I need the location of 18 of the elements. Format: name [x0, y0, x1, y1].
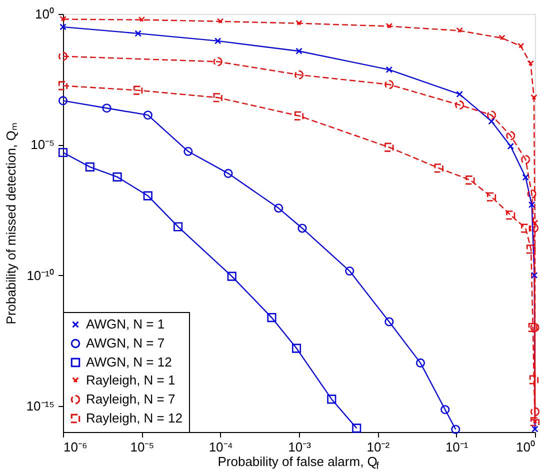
y-tick-label: 10⁻¹⁵: [26, 398, 54, 414]
legend-label: Rayleigh, N = 12: [86, 410, 182, 426]
y-axis-title: Probability of missed detection, Qₘ: [3, 122, 18, 324]
y-tick-label: 10⁻¹⁰: [26, 268, 54, 283]
legend-label: AWGN, N = 7: [86, 336, 165, 350]
legend-label: AWGN, N = 1: [86, 316, 165, 332]
x-tick-label: 10⁻²: [366, 440, 390, 454]
x-tick-label: 10⁻⁵: [130, 440, 154, 454]
x-tick-label: 10⁻⁶: [64, 440, 88, 454]
legend-label: Rayleigh, N = 7: [86, 392, 176, 406]
legend-label: AWGN, N = 12: [86, 354, 172, 370]
y-tick-label: 10⁻⁵: [30, 137, 54, 152]
x-tick-label: 10⁰: [516, 440, 536, 454]
x-tick-label: 10⁻⁴: [208, 440, 233, 454]
x-tick-label: 10⁻¹: [445, 440, 469, 454]
x-tick-label: 10⁻³: [288, 440, 312, 454]
y-tick-label: 10⁰: [35, 6, 54, 22]
legend-label: Rayleigh, N = 1: [86, 372, 176, 388]
